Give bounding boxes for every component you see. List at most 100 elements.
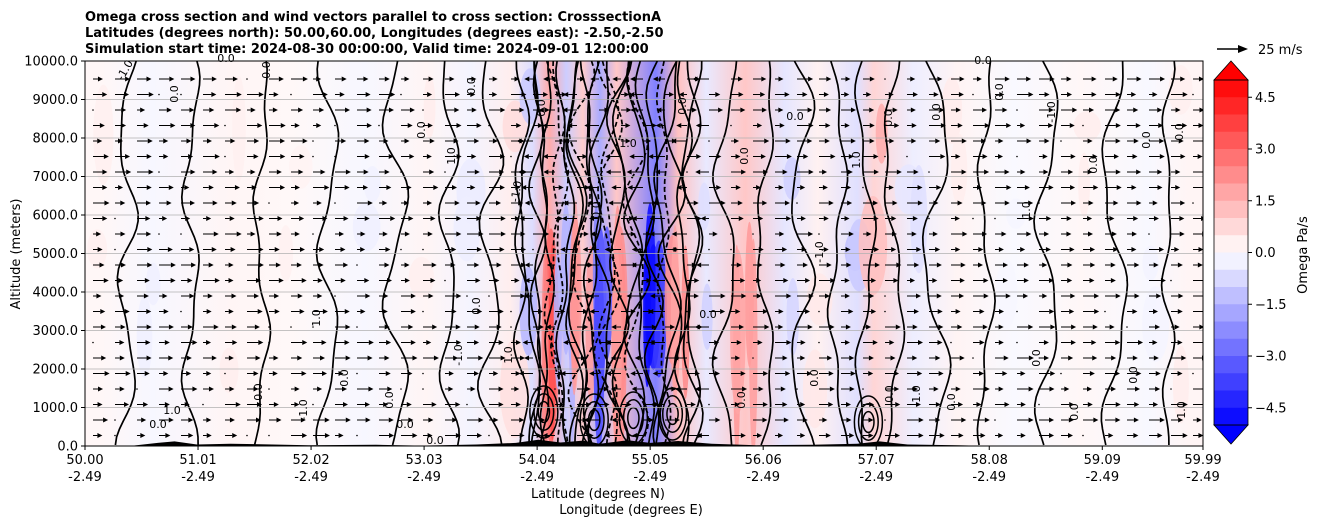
y-tick-label: 6000.0 — [33, 209, 79, 224]
wind-vector-head — [822, 185, 828, 190]
wind-vector-head — [800, 402, 806, 407]
contour-line — [555, 61, 576, 446]
wind-vector-head — [1159, 449, 1164, 454]
wind-vector-head — [890, 355, 896, 361]
wind-vector-head — [364, 278, 370, 283]
omega-patch — [951, 133, 968, 206]
wind-vector-head — [1087, 138, 1093, 144]
wind-vector-head — [1182, 123, 1188, 128]
wind-vector — [1060, 140, 1062, 142]
wind-vector-head — [1135, 123, 1141, 128]
omega-patch — [232, 76, 246, 182]
wind-vector-head — [360, 247, 366, 252]
wind-vector-head — [257, 123, 263, 128]
wind-vector-head — [228, 309, 234, 314]
wind-vector-head — [845, 324, 851, 330]
wind-vector-head — [783, 278, 789, 283]
wind-vector-head — [102, 169, 108, 175]
wind-vector-head — [273, 402, 279, 407]
wind-vector-head — [523, 293, 529, 299]
wind-vector-head — [404, 138, 410, 144]
wind-vector-head — [229, 216, 235, 221]
wind-vector-head — [935, 417, 941, 423]
wind-vector — [906, 155, 908, 158]
wind-vector-head — [982, 324, 988, 330]
contour-label: 1.0 — [445, 147, 458, 165]
wind-vector-head — [338, 371, 344, 376]
wind-vector-head — [738, 76, 744, 82]
vector-key-label: 25 m/s — [1258, 43, 1303, 58]
wind-vector-head — [492, 92, 498, 97]
wind-vector-head — [940, 123, 946, 128]
wind-vector-head — [146, 231, 152, 237]
wind-vector-head — [1020, 169, 1026, 175]
wind-vector-head — [538, 324, 544, 330]
wind-vector-head — [206, 216, 212, 221]
wind-vector-head — [630, 371, 636, 376]
wind-vector-head — [409, 107, 415, 113]
wind-vector — [444, 279, 446, 282]
wind-vector-head — [146, 324, 152, 330]
wind-vector-head — [1004, 200, 1010, 206]
wind-vector-head — [649, 231, 655, 237]
wind-vector-head — [431, 402, 437, 407]
omega-patch — [806, 273, 833, 326]
wind-vector-head — [322, 92, 328, 97]
wind-vector-head — [893, 278, 899, 283]
wind-vector-head — [1175, 185, 1181, 190]
wind-vector-head — [1198, 123, 1203, 128]
contour-label: 0.0 — [993, 83, 1006, 101]
wind-vector-head — [1071, 200, 1077, 206]
wind-vector-head — [785, 138, 791, 144]
wind-vector — [620, 279, 622, 282]
wind-vector-head — [1197, 262, 1203, 268]
wind-vector-head — [514, 278, 520, 283]
wind-vector-head — [365, 402, 371, 407]
wind-vector-head — [515, 371, 521, 376]
wind-vector-head — [320, 169, 326, 175]
wind-vector-head — [316, 200, 322, 206]
wind-vector-head — [206, 371, 212, 376]
wind-vector — [928, 171, 930, 173]
wind-vector-head — [778, 324, 784, 330]
wind-vector-head — [694, 324, 700, 330]
wind-vector-head — [873, 169, 879, 175]
wind-vector-head — [302, 76, 308, 82]
wind-vector-head — [561, 216, 567, 221]
wind-vector-head — [872, 340, 878, 345]
wind-vector-head — [214, 278, 220, 283]
wind-vector-head — [696, 433, 702, 438]
wind-vector-head — [917, 340, 923, 345]
wind-vector-head — [694, 449, 699, 454]
wind-vector — [554, 295, 556, 297]
wind-vector-head — [808, 231, 814, 237]
wind-vector-head — [808, 76, 814, 82]
wind-vector-head — [100, 324, 106, 330]
wind-vector-head — [1005, 293, 1011, 299]
x-tick-label-lon: -2.49 — [859, 470, 893, 485]
wind-vector-head — [828, 402, 834, 407]
wind-vector-head — [162, 216, 168, 221]
wind-vector — [1060, 372, 1062, 375]
wind-vector-head — [651, 123, 657, 128]
wind-vector-head — [230, 247, 236, 252]
wind-vector-head — [456, 154, 462, 159]
wind-vector-head — [407, 123, 413, 128]
wind-vector-head — [822, 417, 828, 423]
wind-vector-head — [891, 231, 897, 237]
wind-vector-head — [387, 386, 393, 392]
wind-vector-head — [582, 247, 588, 252]
wind-vector-head — [386, 340, 392, 345]
wind-vector-head — [168, 324, 174, 330]
wind-vector-head — [955, 107, 961, 113]
wind-vector-head — [476, 216, 482, 221]
wind-vector-head — [338, 433, 344, 438]
wind-vector-head — [608, 200, 614, 206]
contour-label: 0.0 — [252, 383, 265, 401]
wind-vector-head — [146, 309, 152, 314]
wind-vector-head — [869, 107, 875, 113]
contour-label: 1.0 — [850, 151, 863, 169]
wind-vector-head — [368, 340, 374, 345]
wind-vector-head — [1133, 417, 1139, 423]
contour-label: 0.0 — [883, 385, 896, 403]
